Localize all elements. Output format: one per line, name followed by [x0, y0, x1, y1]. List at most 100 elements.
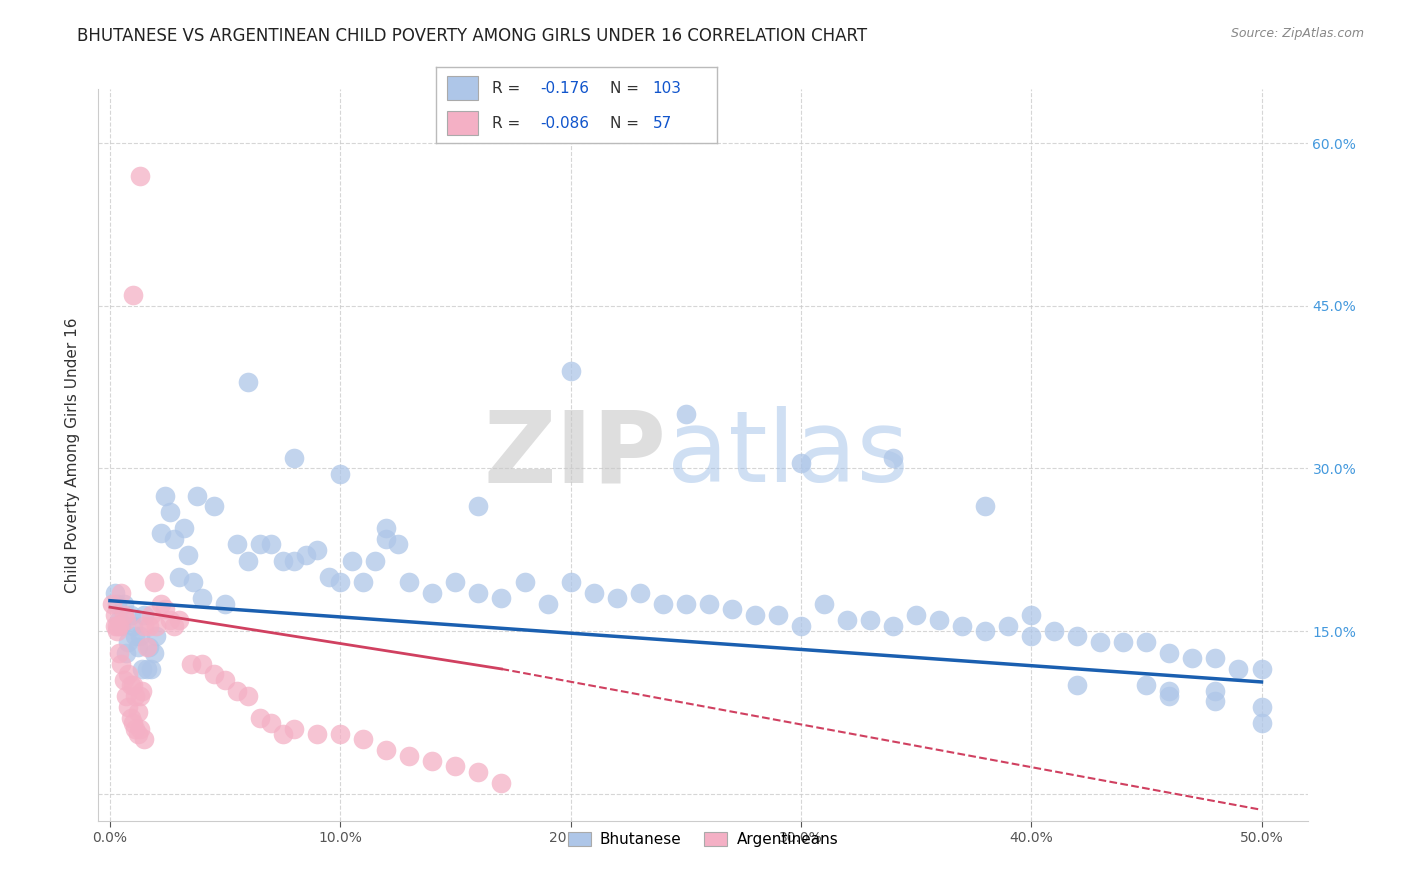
Point [110, 618, 132, 632]
Point [1019, 629, 1042, 643]
Point [214, 597, 236, 611]
Point [340, 553, 363, 567]
Point [697, 597, 720, 611]
Point [128, 169, 150, 183]
Point [271, 553, 294, 567]
Point [127, 706, 149, 720]
Point [124, 722, 146, 736]
Point [675, 407, 697, 421]
Point [974, 624, 997, 638]
Point [260, 537, 283, 551]
Text: R =: R = [492, 115, 526, 130]
Point [103, 586, 125, 600]
Point [536, 597, 558, 611]
Point [177, 548, 200, 562]
Point [398, 575, 420, 590]
Point [131, 662, 153, 676]
Point [513, 575, 536, 590]
Point [1250, 699, 1272, 714]
Point [112, 597, 135, 611]
Point [1181, 651, 1204, 665]
Point [159, 505, 181, 519]
Text: 57: 57 [652, 115, 672, 130]
Point [283, 722, 305, 736]
Point [1019, 607, 1042, 622]
Point [128, 722, 150, 736]
Point [859, 613, 882, 627]
Point [142, 575, 165, 590]
Point [651, 597, 673, 611]
Point [120, 711, 142, 725]
Text: R =: R = [492, 80, 526, 95]
Point [149, 597, 172, 611]
Point [115, 646, 138, 660]
Point [134, 732, 156, 747]
Point [120, 607, 142, 622]
Point [950, 618, 973, 632]
Point [1159, 689, 1181, 703]
Text: Source: ZipAtlas.com: Source: ZipAtlas.com [1230, 27, 1364, 40]
Point [163, 532, 186, 546]
Point [128, 689, 150, 703]
Point [138, 618, 160, 632]
Point [582, 586, 605, 600]
Point [1250, 716, 1272, 731]
Point [283, 553, 305, 567]
Point [720, 602, 742, 616]
Point [110, 657, 132, 671]
Point [307, 542, 329, 557]
Point [186, 489, 208, 503]
Point [1135, 635, 1157, 649]
Point [835, 613, 858, 627]
FancyBboxPatch shape [447, 76, 478, 100]
Point [127, 727, 149, 741]
Point [1204, 683, 1226, 698]
Point [1066, 629, 1088, 643]
Point [112, 607, 135, 622]
Point [905, 607, 928, 622]
Point [108, 618, 131, 632]
Point [115, 613, 138, 627]
Point [122, 288, 145, 302]
Point [124, 689, 146, 703]
Point [167, 570, 190, 584]
Point [260, 716, 283, 731]
Point [117, 635, 139, 649]
Point [422, 586, 444, 600]
Point [813, 597, 835, 611]
Point [1159, 646, 1181, 660]
Point [128, 629, 150, 643]
Point [790, 618, 813, 632]
Point [560, 364, 582, 378]
Text: BHUTANESE VS ARGENTINEAN CHILD POVERTY AMONG GIRLS UNDER 16 CORRELATION CHART: BHUTANESE VS ARGENTINEAN CHILD POVERTY A… [77, 27, 868, 45]
Point [1250, 662, 1272, 676]
Point [422, 754, 444, 768]
Point [790, 456, 813, 470]
Y-axis label: Child Poverty Among Girls Under 16: Child Poverty Among Girls Under 16 [65, 318, 80, 592]
Point [145, 618, 167, 632]
Point [163, 618, 186, 632]
Point [122, 618, 145, 632]
Point [105, 624, 128, 638]
Point [145, 629, 167, 643]
Point [628, 586, 651, 600]
Point [467, 500, 489, 514]
Point [115, 689, 138, 703]
Point [214, 673, 236, 687]
Point [352, 575, 374, 590]
Point [103, 618, 125, 632]
Point [173, 521, 195, 535]
Point [329, 467, 352, 481]
Legend: Bhutanese, Argentineans: Bhutanese, Argentineans [561, 825, 845, 854]
Point [1204, 651, 1226, 665]
Point [444, 575, 467, 590]
Point [155, 489, 177, 503]
Point [236, 689, 259, 703]
Text: -0.086: -0.086 [540, 115, 589, 130]
Point [375, 743, 398, 757]
Text: -0.176: -0.176 [540, 80, 589, 95]
Point [155, 602, 177, 616]
Point [249, 537, 271, 551]
Point [127, 640, 149, 655]
Point [236, 553, 259, 567]
